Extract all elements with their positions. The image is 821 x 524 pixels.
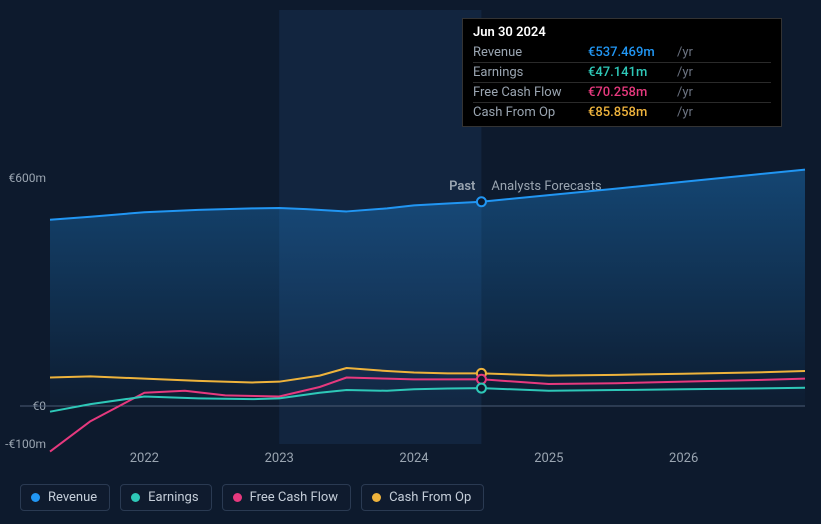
- legend-dot-icon: [131, 493, 140, 502]
- tooltip-row-value: €85.858m: [588, 103, 673, 123]
- legend-item[interactable]: Earnings: [120, 484, 211, 511]
- tooltip-date: Jun 30 2024: [473, 25, 771, 40]
- tooltip-row-unit: /yr: [673, 63, 771, 83]
- x-tick-label: 2023: [265, 451, 294, 466]
- x-tick-label: 2024: [399, 451, 429, 466]
- chart-tooltip: Jun 30 2024 Revenue€537.469m/yrEarnings€…: [462, 18, 782, 127]
- label-past: Past: [449, 179, 476, 194]
- legend-item[interactable]: Revenue: [20, 484, 110, 511]
- tooltip-row-label: Cash From Op: [473, 103, 588, 123]
- legend-item[interactable]: Free Cash Flow: [222, 484, 351, 511]
- financial-chart: €600m€0-€100mPastAnalysts Forecasts20222…: [0, 0, 821, 524]
- tooltip-row-unit: /yr: [673, 83, 771, 103]
- y-tick-label: €600m: [9, 171, 47, 185]
- y-tick-label: -€100m: [5, 437, 46, 451]
- tooltip-row-value: €47.141m: [588, 63, 673, 83]
- legend-label: Revenue: [48, 490, 97, 505]
- x-tick-label: 2022: [130, 451, 159, 466]
- tooltip-table: Revenue€537.469m/yrEarnings€47.141m/yrFr…: [473, 43, 771, 122]
- legend-item[interactable]: Cash From Op: [361, 484, 484, 511]
- tooltip-row-unit: /yr: [673, 103, 771, 123]
- legend-label: Free Cash Flow: [250, 490, 338, 505]
- legend-label: Cash From Op: [389, 490, 471, 505]
- x-tick-label: 2025: [534, 451, 563, 466]
- tooltip-row: Revenue€537.469m/yr: [473, 43, 771, 63]
- tooltip-row: Cash From Op€85.858m/yr: [473, 103, 771, 123]
- tooltip-row-label: Revenue: [473, 43, 588, 63]
- cursor-marker-earnings: [477, 384, 486, 393]
- legend-label: Earnings: [148, 490, 198, 505]
- tooltip-row: Free Cash Flow€70.258m/yr: [473, 83, 771, 103]
- legend-dot-icon: [233, 493, 242, 502]
- cursor-marker-free_cash_flow: [477, 375, 486, 384]
- x-tick-label: 2026: [669, 451, 698, 466]
- tooltip-row-label: Free Cash Flow: [473, 83, 588, 103]
- tooltip-row-value: €537.469m: [588, 43, 673, 63]
- cursor-marker-revenue: [477, 197, 486, 206]
- legend-dot-icon: [372, 493, 381, 502]
- tooltip-row: Earnings€47.141m/yr: [473, 63, 771, 83]
- tooltip-row-unit: /yr: [673, 43, 771, 63]
- label-forecasts: Analysts Forecasts: [491, 179, 601, 194]
- chart-legend: Revenue Earnings Free Cash Flow Cash From O…: [20, 484, 484, 511]
- tooltip-row-label: Earnings: [473, 63, 588, 83]
- tooltip-row-value: €70.258m: [588, 83, 673, 103]
- legend-dot-icon: [31, 493, 40, 502]
